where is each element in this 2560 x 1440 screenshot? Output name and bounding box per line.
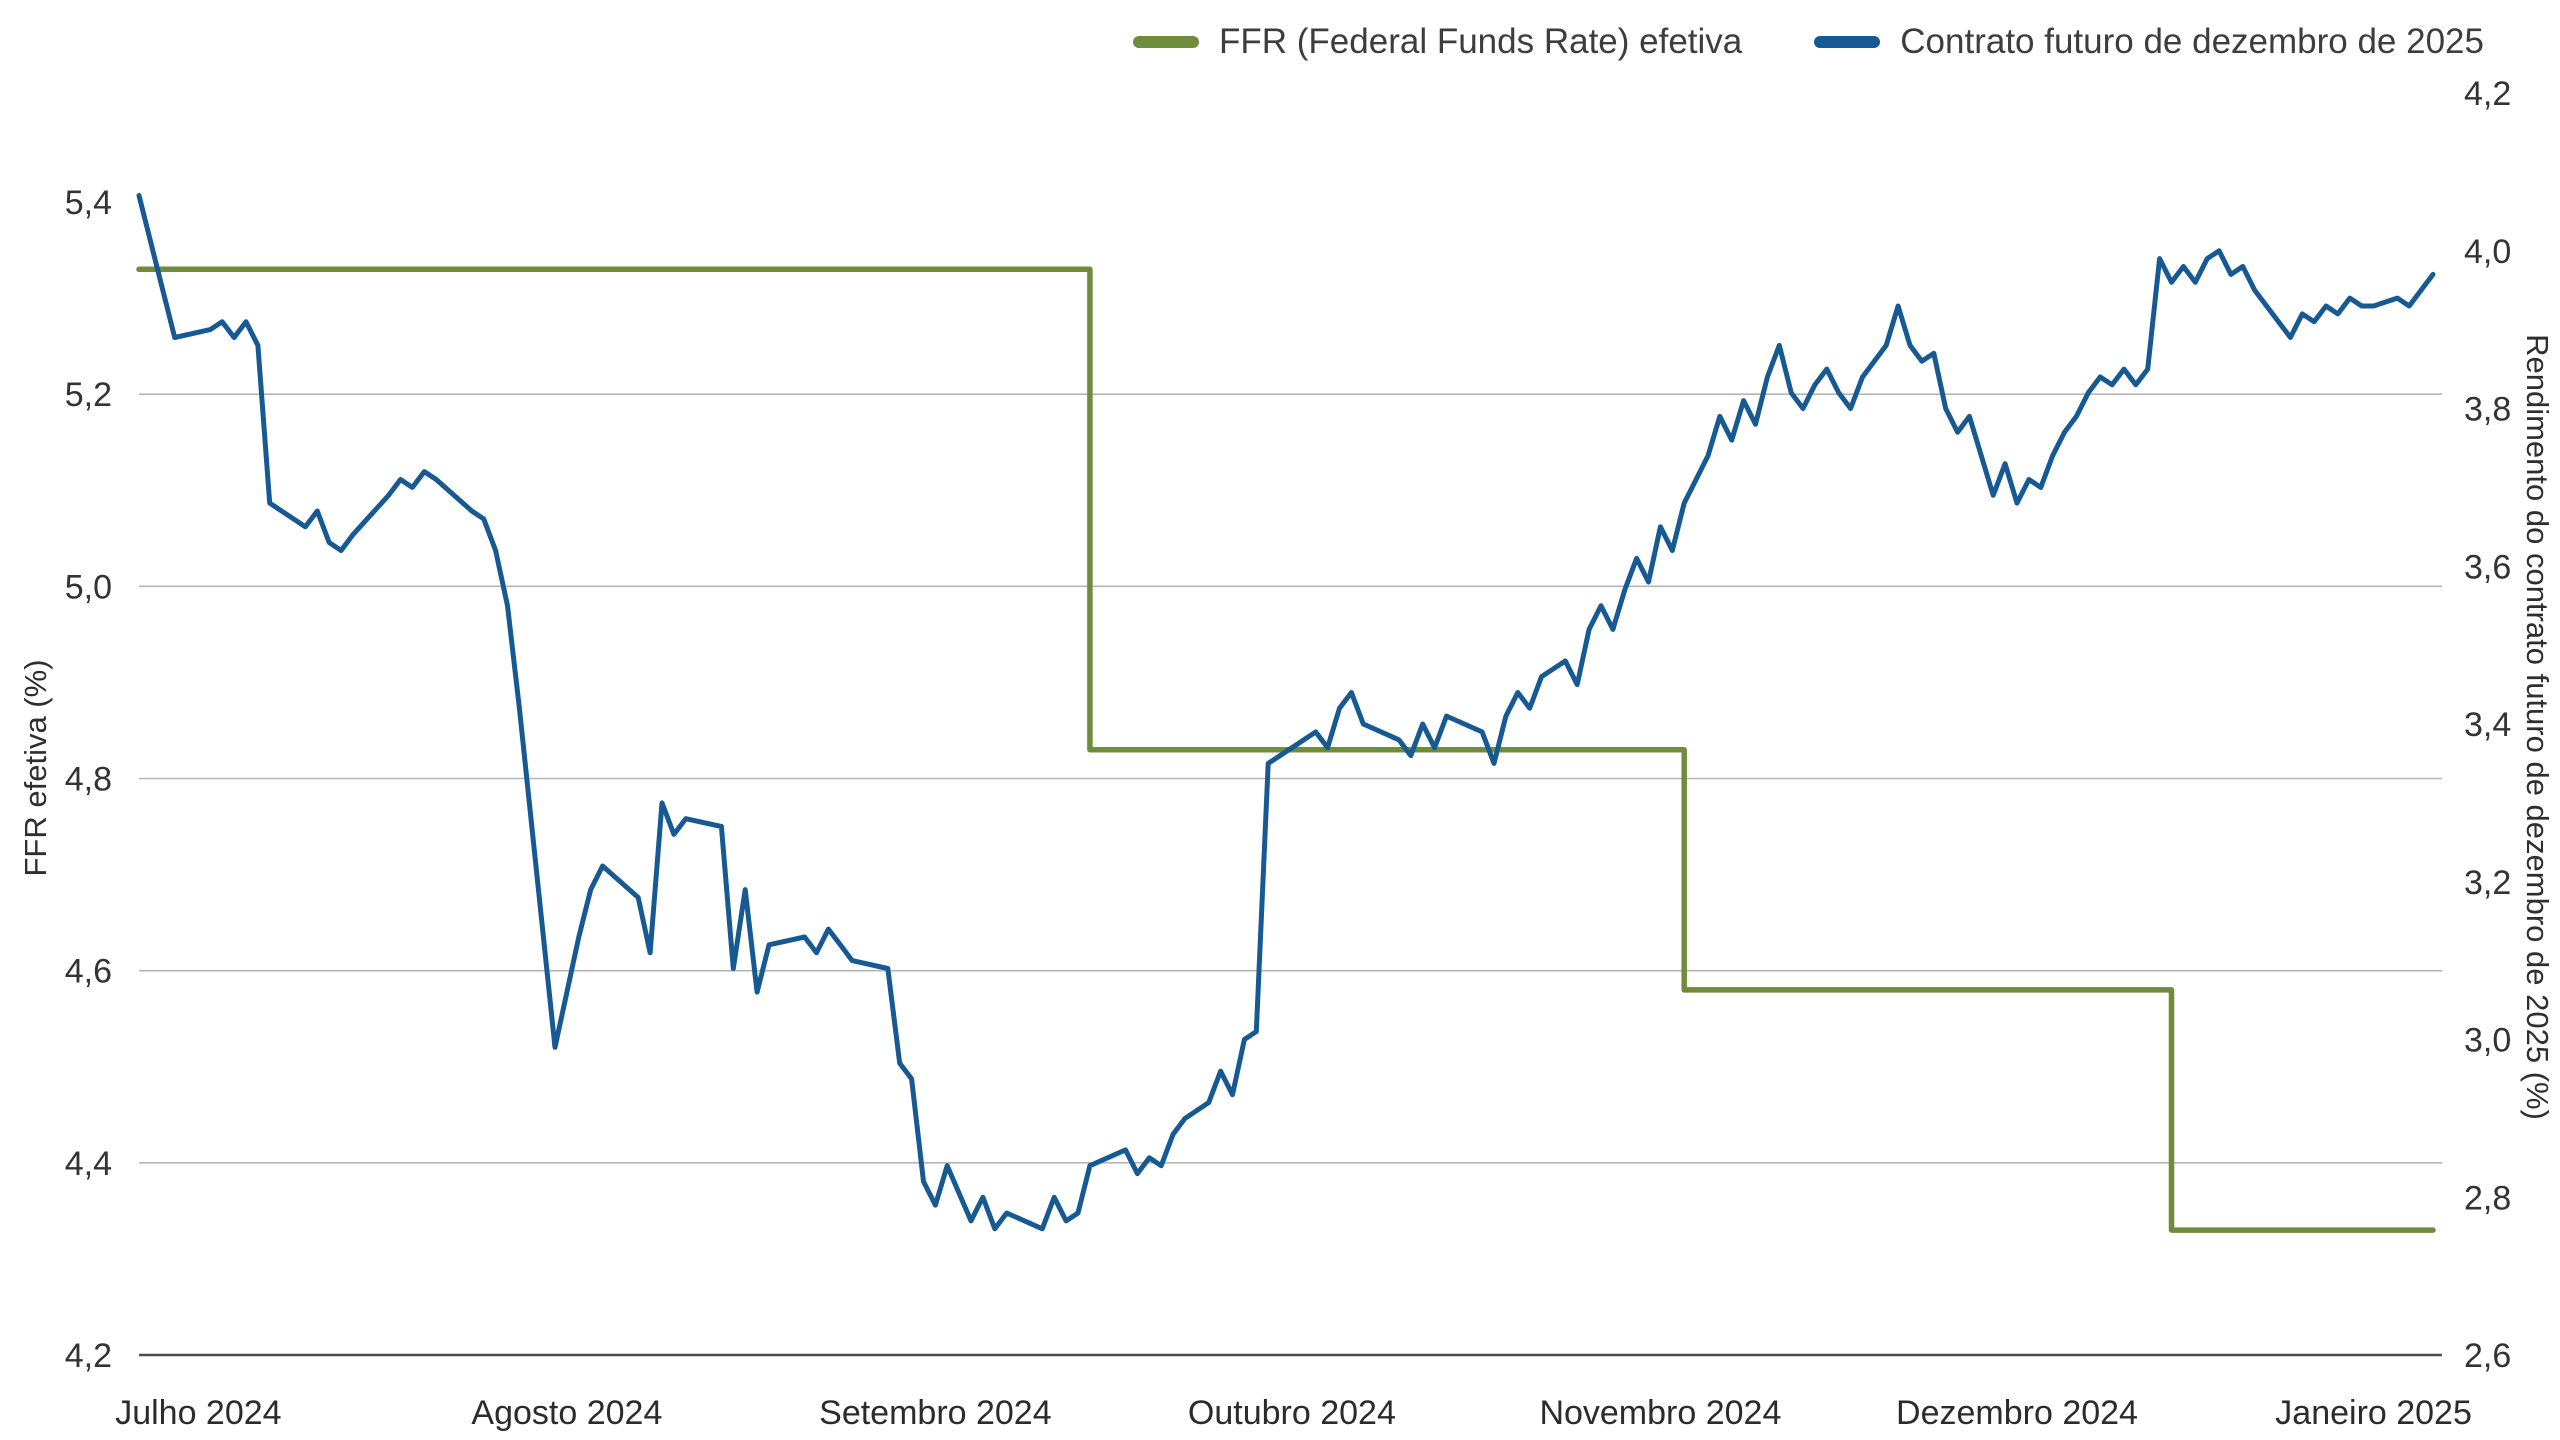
left-axis-tick-label: 4,6: [65, 953, 112, 991]
right-axis-tick-label: 3,0: [2464, 1022, 2511, 1060]
x-axis-tick-label: Novembro 2024: [1539, 1394, 1781, 1432]
x-axis-tick-label: Julho 2024: [115, 1394, 281, 1432]
x-axis-tick-label: Dezembro 2024: [1896, 1394, 2138, 1432]
ffr-legend-label: FFR (Federal Funds Rate) efetiva: [1219, 22, 1743, 61]
right-axis-tick-label: 4,0: [2464, 233, 2511, 271]
right-axis-tick-label: 3,8: [2464, 391, 2511, 429]
left-axis-tick-label: 5,4: [65, 184, 112, 222]
ffr-line-swatch: [1133, 36, 1200, 48]
left-axis-tick-label: 5,0: [65, 568, 112, 606]
right-axis-tick-label: 2,8: [2464, 1179, 2511, 1217]
x-axis-tick-label: Outubro 2024: [1188, 1394, 1396, 1432]
futures-line-swatch: [1814, 36, 1881, 48]
left-axis-tick-label: 4,2: [65, 1337, 112, 1375]
right-axis-tick-label: 3,2: [2464, 864, 2511, 902]
x-axis-tick-label: Janeiro 2025: [2275, 1394, 2472, 1432]
right-axis-title: Rendimento do contrato futuro de dezembr…: [2520, 334, 2555, 1120]
left-axis-tick-label: 4,8: [65, 761, 112, 799]
right-axis-tick-label: 2,6: [2464, 1337, 2511, 1375]
x-axis-tick-label: Agosto 2024: [471, 1394, 662, 1432]
futures-legend-label: Contrato futuro de dezembro de 2025: [1900, 22, 2484, 61]
x-axis-tick-label: Setembro 2024: [819, 1394, 1052, 1432]
legend-item-ffr: FFR (Federal Funds Rate) efetiva: [1133, 22, 1742, 62]
left-axis-tick-label: 4,4: [65, 1145, 112, 1183]
right-axis-tick-label: 3,6: [2464, 548, 2511, 586]
ffr-line: [136, 266, 2436, 1233]
left-axis-title: FFR efetiva (%): [18, 659, 53, 877]
right-axis-tick-label: 3,4: [2464, 706, 2511, 744]
right-axis-tick-label: 4,2: [2464, 75, 2511, 113]
legend-item-futures: Contrato futuro de dezembro de 2025: [1814, 22, 2484, 62]
legend: FFR (Federal Funds Rate) efetiva Contrat…: [1133, 22, 2484, 62]
left-axis-tick-label: 5,2: [65, 376, 112, 414]
futures-line: [136, 193, 2436, 1232]
